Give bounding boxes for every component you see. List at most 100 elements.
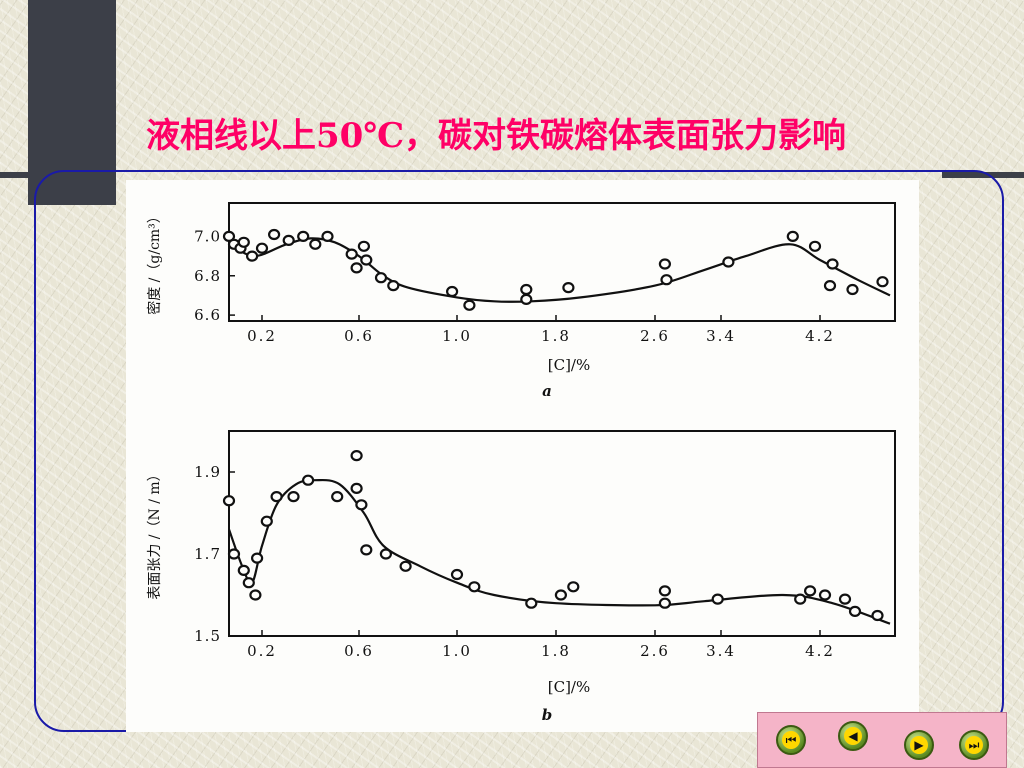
data-point: [786, 230, 799, 243]
density-chart: 0.2 0.6 1.0 1.8 2.6 3.4 4.2 7.0 6.8 6.6 [C]/% a 密度 /…: [146, 202, 896, 400]
data-point: [794, 593, 807, 605]
data-point: [237, 564, 250, 576]
previous-icon: ◀: [844, 727, 862, 745]
fit-curve: [228, 237, 891, 303]
x-tick-label: 2.6: [640, 327, 670, 345]
data-point: [468, 581, 481, 593]
x-tick-label: 4.2: [805, 642, 835, 660]
x-tick-label: 1.0: [442, 327, 472, 345]
last-icon: ⏭: [965, 736, 983, 754]
data-point: [463, 299, 476, 311]
data-point: [331, 491, 344, 503]
data-point: [309, 238, 322, 250]
data-point: [302, 474, 315, 486]
data-point: [374, 272, 388, 284]
plot-frame: [228, 430, 896, 637]
data-point: [658, 258, 672, 270]
y-tick-label: 1.5: [194, 627, 221, 645]
data-point: [242, 577, 255, 589]
data-point: [350, 262, 363, 274]
decorative-rule-left: [0, 172, 28, 178]
next-icon: ▶: [910, 736, 928, 754]
data-point: [227, 548, 241, 560]
data-point: [287, 491, 300, 503]
data-point: [350, 450, 363, 462]
x-tick-label: 0.6: [344, 327, 374, 345]
data-point: [237, 236, 250, 248]
data-point: [846, 283, 859, 296]
y-tick-label: 6.6: [194, 306, 221, 324]
data-point: [268, 228, 281, 241]
data-point: [808, 240, 822, 252]
data-point: [379, 548, 392, 560]
last-slide-button[interactable]: ⏭: [959, 730, 989, 760]
panel-label: b: [542, 706, 553, 724]
data-point: [520, 293, 533, 306]
figure-panel: 0.2 0.6 1.0 1.8 2.6 3.4 4.2 7.0 6.8 6.6 [C]/% a 密度 /…: [126, 180, 919, 732]
next-slide-button[interactable]: ▶: [904, 730, 934, 760]
data-point: [387, 279, 400, 292]
data-point: [245, 250, 259, 262]
data-point: [249, 589, 262, 601]
previous-slide-button[interactable]: ◀: [838, 721, 868, 751]
slide-title-rest: 线以上50℃，碳对铁碳熔体表面张力影响: [214, 116, 847, 156]
data-point: [567, 581, 580, 593]
x-tick-label: 4.2: [805, 327, 835, 345]
data-point: [876, 276, 889, 288]
data-point: [282, 234, 295, 247]
data-point: [848, 605, 862, 617]
data-point: [803, 585, 817, 597]
data-point: [450, 568, 464, 581]
x-axis-label: [C]/%: [548, 678, 591, 696]
data-point: [350, 482, 363, 494]
data-point: [251, 552, 264, 564]
data-point: [357, 240, 370, 252]
slide-title: 液相线以上50℃，碳对铁碳熔体表面张力影响: [146, 108, 846, 157]
chart-figure: 0.2 0.6 1.0 1.8 2.6 3.4 4.2 7.0 6.8 6.6 [C]/% a 密度 /…: [146, 202, 896, 724]
data-point: [823, 279, 837, 292]
x-tick-label: 3.4: [706, 642, 736, 660]
slide-title-highlight: 液相: [146, 116, 214, 156]
y-axis-label: 表面张力 /（N / m）: [147, 467, 163, 599]
data-point: [711, 593, 724, 605]
data-point: [345, 248, 358, 260]
y-tick-label: 6.8: [194, 267, 221, 285]
data-point: [660, 274, 673, 286]
data-point: [525, 597, 538, 609]
data-point: [355, 499, 368, 511]
data-point: [838, 593, 852, 605]
first-icon: ⏮: [782, 731, 800, 749]
x-tick-label: 3.4: [706, 327, 736, 345]
data-point: [722, 256, 735, 268]
data-point: [658, 597, 672, 609]
data-point: [871, 609, 884, 622]
data-point: [360, 544, 373, 556]
navigation-bar: ⏮ ◀ ▶ ⏭: [757, 712, 1007, 768]
first-slide-button[interactable]: ⏮: [776, 725, 806, 755]
fit-curve: [227, 478, 891, 625]
y-tick-label: 1.9: [194, 463, 221, 481]
x-axis-label: [C]/%: [548, 356, 591, 374]
data-point: [818, 589, 832, 601]
x-tick-label: 0.6: [344, 642, 374, 660]
panel-label: a: [542, 382, 552, 400]
data-point: [222, 230, 236, 243]
data-point: [255, 242, 269, 254]
data-point: [554, 589, 567, 601]
data-point: [222, 495, 236, 507]
y-tick-label: 1.7: [194, 545, 221, 563]
data-point: [658, 585, 672, 597]
y-tick-label: 7.0: [194, 227, 221, 245]
data-point: [520, 283, 533, 296]
plot-frame: [228, 202, 896, 322]
data-point: [399, 560, 412, 572]
x-tick-label: 1.8: [541, 642, 571, 660]
data-point: [360, 254, 373, 266]
x-tick-label: 1.8: [541, 327, 571, 345]
y-axis-label: 密度 /（g/cm³）: [146, 209, 163, 315]
x-tick-label: 0.2: [247, 327, 277, 345]
x-tick-label: 1.0: [442, 642, 472, 660]
x-tick-label: 0.2: [247, 642, 277, 660]
data-point: [562, 281, 575, 294]
x-tick-label: 2.6: [640, 642, 670, 660]
